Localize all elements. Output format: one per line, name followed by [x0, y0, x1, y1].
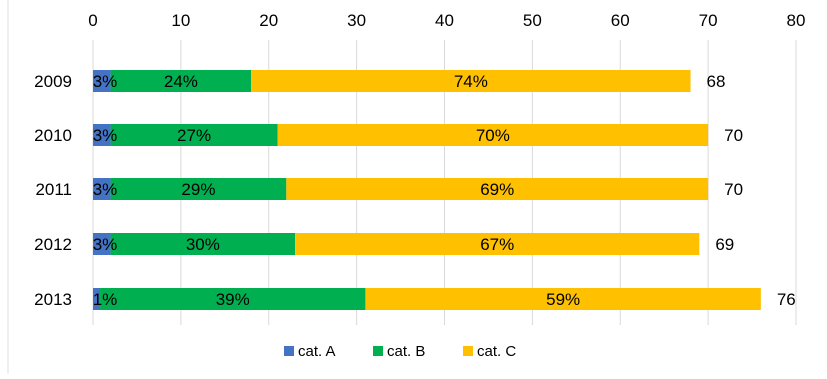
bar-segment: [110, 70, 252, 92]
category-label: 2009: [34, 72, 72, 91]
data-label: 3%: [93, 180, 118, 199]
legend-label: cat. A: [298, 343, 336, 360]
legend-swatch: [463, 346, 473, 356]
legend-swatch: [373, 346, 383, 356]
x-tick-label: 50: [523, 11, 542, 30]
data-label: 1%: [93, 290, 118, 309]
data-label: 70%: [476, 126, 510, 145]
legend-label: cat. C: [477, 343, 516, 360]
legend-label: cat. B: [387, 343, 425, 360]
total-labels: 68 70 70 69 76: [707, 72, 796, 309]
category-labels: 2009 2010 2011 2012 2013: [34, 72, 72, 309]
data-label: 3%: [93, 72, 118, 91]
bar-segment: [93, 124, 111, 146]
x-axis-ticks: 0 10 20 30 40 50 60 70 80: [88, 11, 805, 30]
bar-segment: [365, 288, 761, 310]
x-tick-label: 10: [171, 11, 190, 30]
bar-segment: [286, 178, 709, 200]
data-label: 24%: [164, 72, 198, 91]
total-label: 76: [777, 290, 796, 309]
data-label: 59%: [546, 290, 580, 309]
bar-segment: [93, 233, 111, 255]
data-label: 74%: [454, 72, 488, 91]
bar-segment: [277, 124, 709, 146]
bar-segment: [100, 288, 366, 310]
category-label: 2012: [34, 235, 72, 254]
data-label: 3%: [93, 235, 118, 254]
data-label: 29%: [181, 180, 215, 199]
x-tick-label: 70: [699, 11, 718, 30]
x-tick-label: 0: [88, 11, 97, 30]
category-label: 2010: [34, 126, 72, 145]
data-label: 69%: [480, 180, 514, 199]
x-tick-label: 30: [347, 11, 366, 30]
bar-segment: [93, 288, 101, 310]
total-label: 70: [724, 126, 743, 145]
x-tick-label: 60: [611, 11, 630, 30]
data-label: 30%: [186, 235, 220, 254]
total-label: 68: [707, 72, 726, 91]
total-label: 70: [724, 180, 743, 199]
legend-swatch: [284, 346, 294, 356]
bar-segment: [110, 178, 287, 200]
data-label: 3%: [93, 126, 118, 145]
x-tick-label: 40: [435, 11, 454, 30]
data-label: 39%: [216, 290, 250, 309]
bar-segment: [110, 124, 278, 146]
data-label: 27%: [177, 126, 211, 145]
x-tick-label: 80: [787, 11, 806, 30]
category-label: 2013: [34, 290, 72, 309]
bar-segment: [295, 233, 700, 255]
legend: cat. A cat. B cat. C: [284, 343, 516, 360]
bar-segment: [251, 70, 691, 92]
x-tick-label: 20: [259, 11, 278, 30]
bar-segment: [93, 178, 111, 200]
total-label: 69: [715, 235, 734, 254]
bar-segment: [93, 70, 111, 92]
data-label: 67%: [480, 235, 514, 254]
bar-segment: [110, 233, 296, 255]
bars: 3% 24% 74% 3% 27% 70% 3% 29% 69% 3% 30% 67% 1% 39% 59%: [93, 70, 761, 310]
category-label: 2011: [35, 180, 72, 199]
